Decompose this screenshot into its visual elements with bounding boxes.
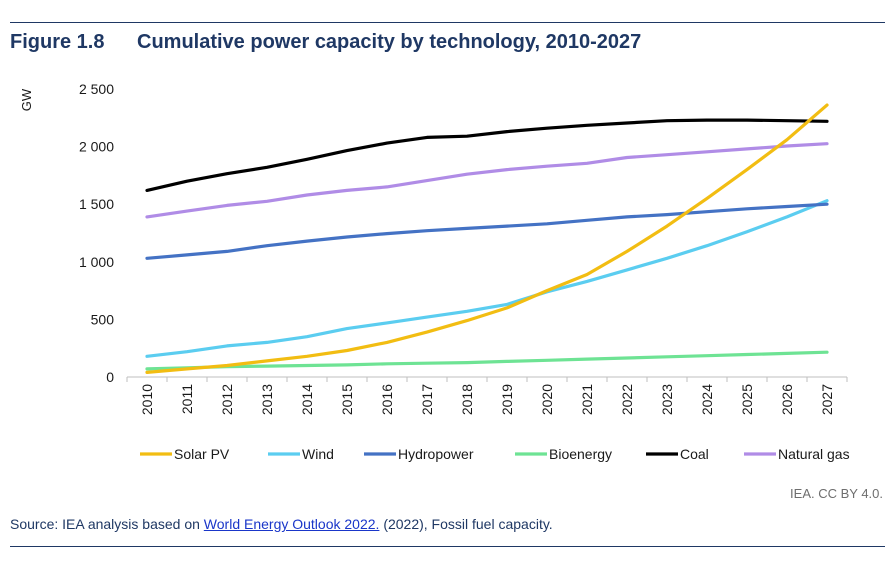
- x-tick-label: 2023: [659, 384, 675, 415]
- credit-text: IEA. CC BY 4.0.: [790, 486, 883, 501]
- source-note: Source: IEA analysis based on World Ener…: [10, 516, 553, 532]
- x-tick-label: 2020: [539, 384, 555, 415]
- y-axis-label: GW: [19, 88, 34, 111]
- series-line-wind: [145, 199, 829, 358]
- source-link[interactable]: World Energy Outlook 2022.: [203, 516, 380, 532]
- legend-label-solar-pv: Solar PV: [174, 446, 230, 462]
- x-tick-label: 2019: [499, 384, 515, 415]
- y-tick-label: 2 500: [79, 81, 114, 97]
- series-line-solar-pv: [145, 103, 829, 374]
- x-tick-label: 2013: [259, 384, 275, 415]
- x-tick-label: 2018: [459, 384, 475, 415]
- x-tick-label: 2026: [779, 384, 795, 415]
- x-tick-label: 2025: [739, 384, 755, 415]
- series-line-natural-gas: [145, 142, 829, 219]
- legend-label-hydropower: Hydropower: [398, 446, 474, 462]
- legend-label-natural-gas: Natural gas: [778, 446, 850, 462]
- x-tick-label: 2016: [379, 384, 395, 415]
- x-tick-label: 2024: [699, 384, 715, 415]
- x-tick-label: 2022: [619, 384, 635, 415]
- legend-label-bioenergy: Bioenergy: [549, 446, 612, 462]
- x-tick-label: 2012: [219, 384, 235, 415]
- legend-label-wind: Wind: [302, 446, 334, 462]
- series-line-bioenergy: [145, 350, 829, 371]
- series-line-coal: [145, 118, 829, 192]
- y-tick-label: 1 000: [79, 254, 114, 270]
- x-tick-label: 2010: [139, 384, 155, 415]
- figure-title: Cumulative power capacity by technology,…: [137, 31, 642, 53]
- y-tick-label: 2 000: [79, 139, 114, 155]
- source-prefix: Source: IEA analysis based on: [10, 516, 200, 532]
- x-tick-label: 2021: [579, 384, 595, 415]
- legend-label-coal: Coal: [680, 446, 709, 462]
- y-tick-label: 0: [106, 369, 114, 385]
- y-tick-label: 500: [91, 311, 115, 327]
- x-tick-label: 2027: [819, 384, 835, 415]
- axes: GW 0 500 1 000 1 500 2 000 2 500 2010 2011 2012 20…: [19, 81, 848, 415]
- legend: Solar PV Wind Hydropower Bioenergy Coal Natur…: [140, 446, 850, 462]
- x-tick-label: 2014: [299, 384, 315, 415]
- figure-number: Figure 1.8: [10, 31, 105, 53]
- series-lines: [145, 103, 829, 374]
- x-tick-label: 2017: [419, 384, 435, 415]
- bottom-rule: [10, 546, 885, 547]
- x-tick-label: 2011: [179, 384, 195, 414]
- source-suffix: (2022), Fossil fuel capacity.: [383, 516, 553, 532]
- top-rule: [10, 22, 885, 23]
- x-tick-label: 2015: [339, 384, 355, 415]
- series-line-hydropower: [145, 202, 829, 260]
- figure-header: Figure 1.8 Cumulative power capacity by t…: [10, 31, 641, 54]
- y-tick-label: 1 500: [79, 196, 114, 212]
